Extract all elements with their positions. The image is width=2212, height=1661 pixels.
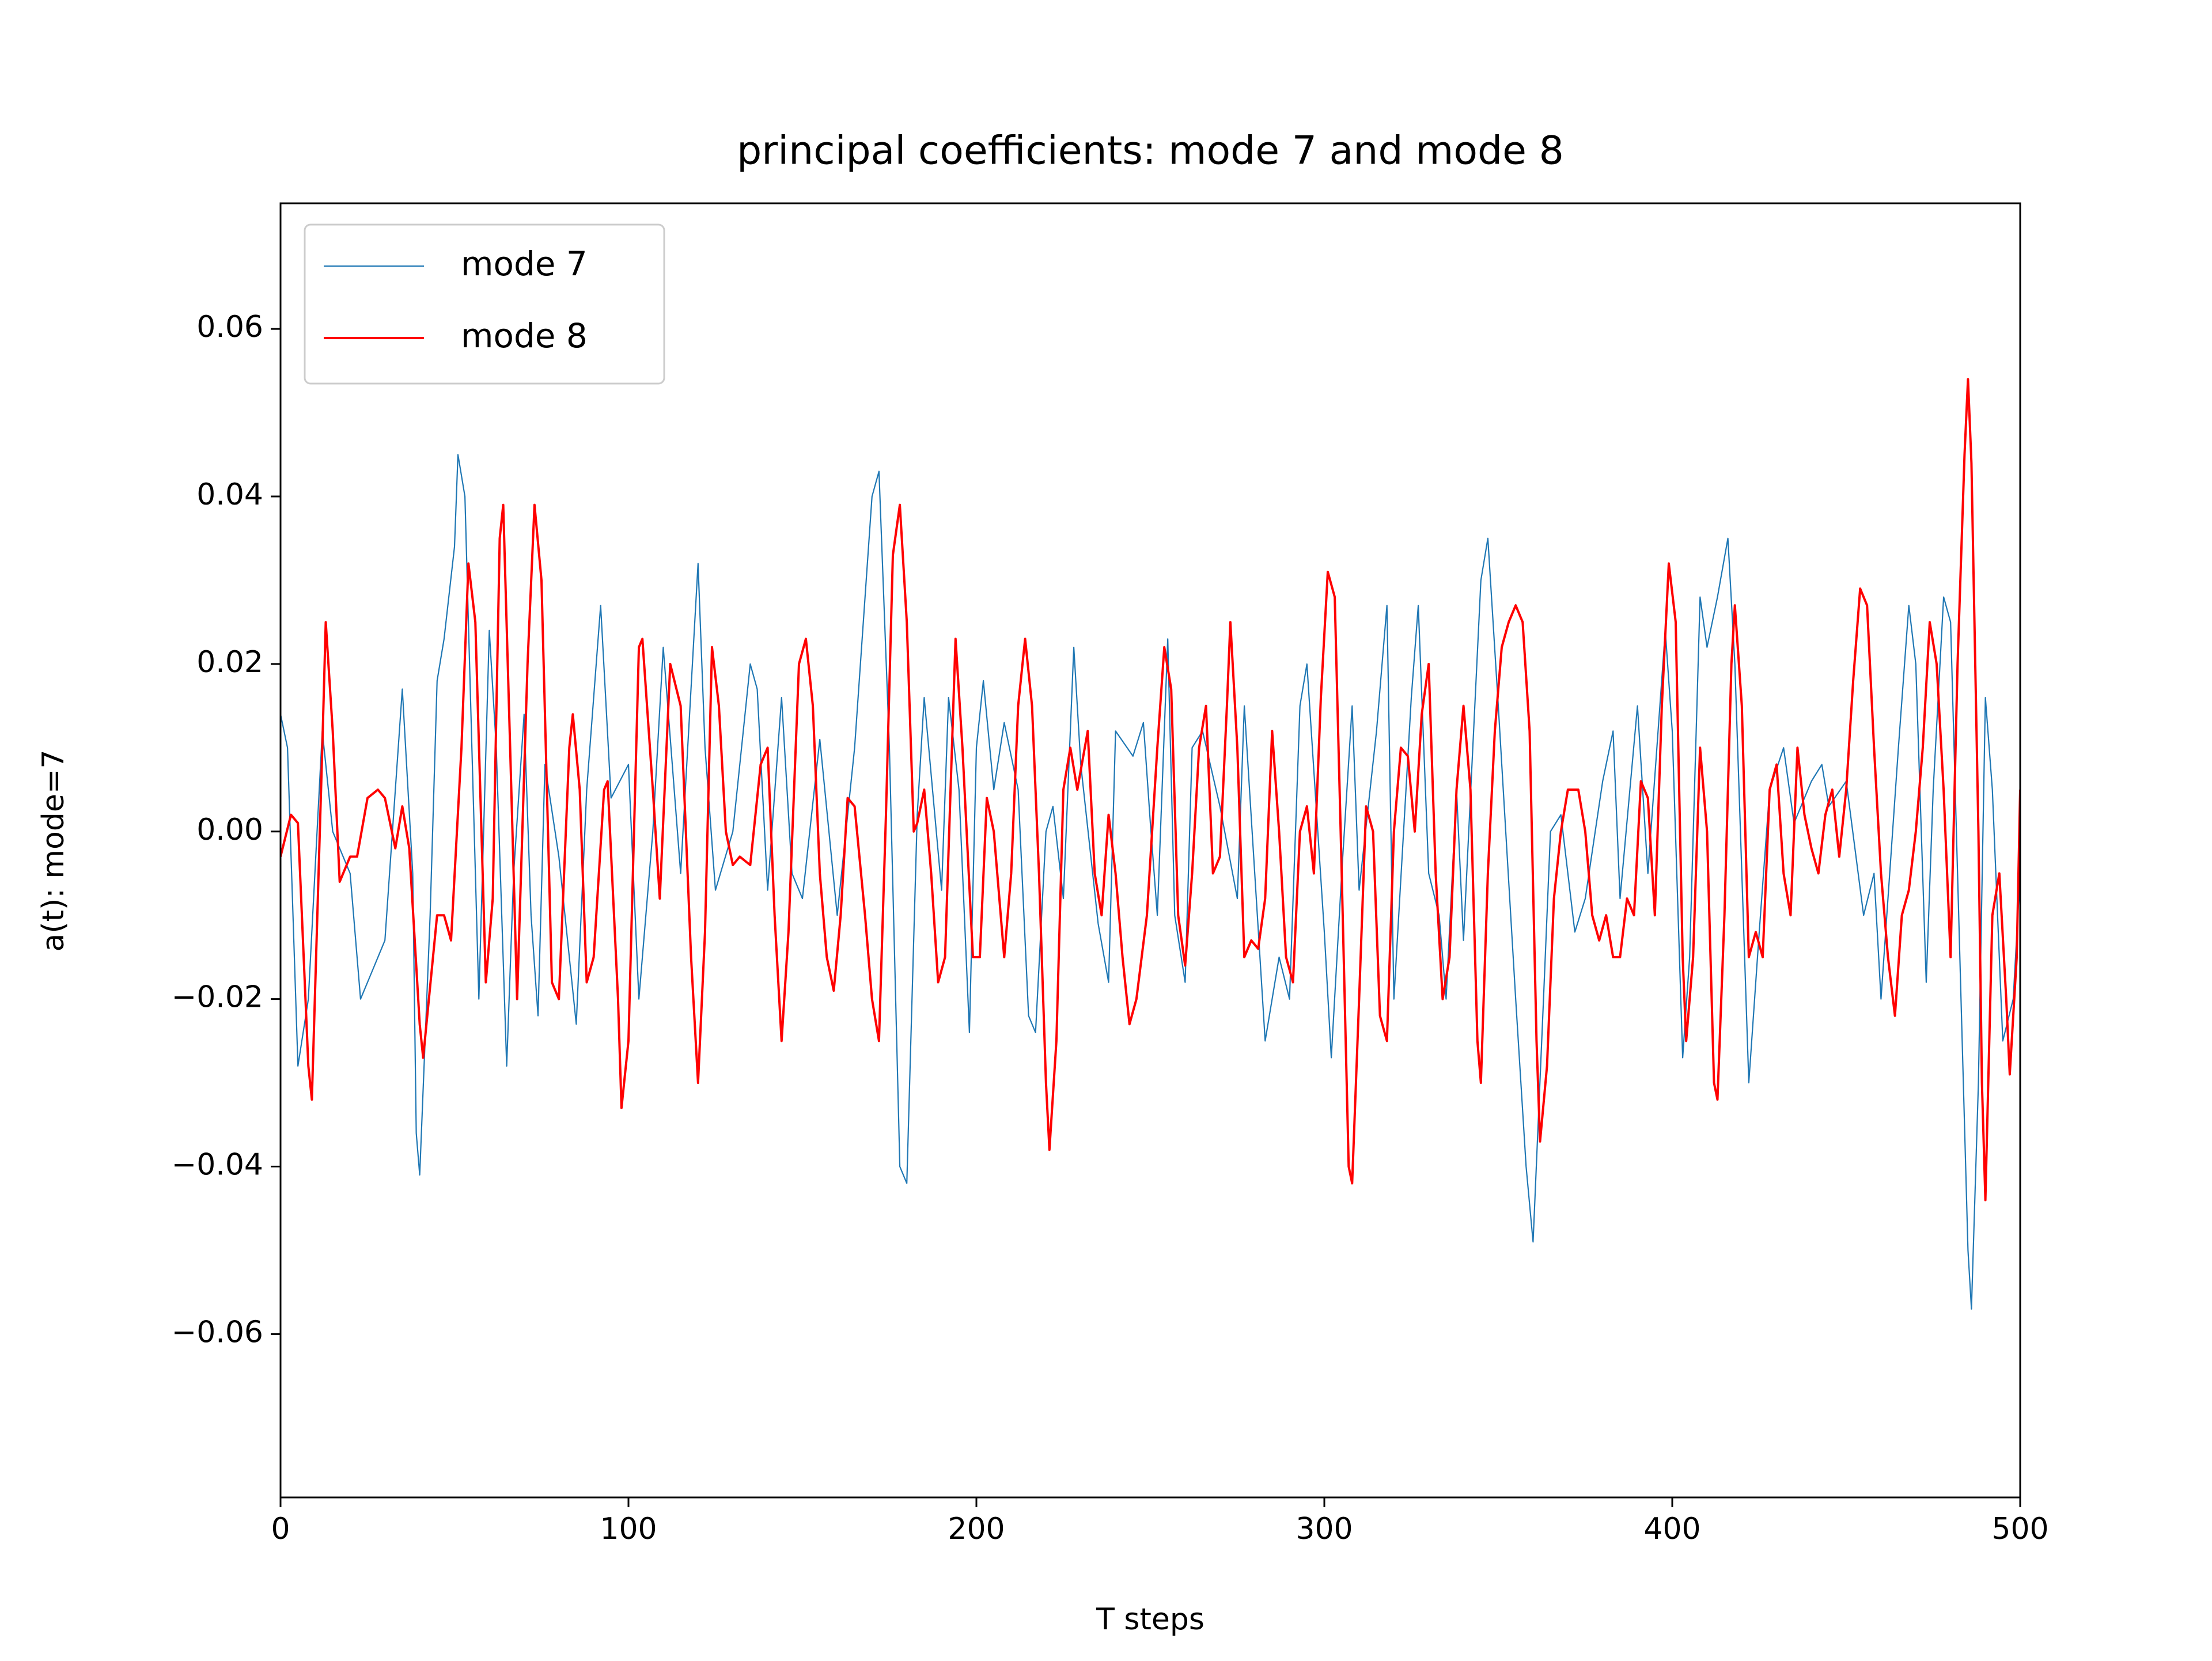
plot-area bbox=[281, 378, 2020, 1310]
axes-frame bbox=[279, 202, 2021, 1499]
legend: mode 7 mode 8 bbox=[304, 223, 665, 385]
series-line bbox=[281, 454, 2020, 1310]
legend-label: mode 7 bbox=[461, 244, 588, 283]
legend-box bbox=[304, 223, 665, 385]
y-tick-label: −0.02 bbox=[172, 980, 263, 1015]
series-line bbox=[281, 378, 2020, 1201]
y-axis-label: a(t): mode=7 bbox=[36, 750, 71, 952]
y-tick-label: −0.06 bbox=[172, 1315, 263, 1349]
y-tick-label: 0.00 bbox=[196, 813, 263, 847]
y-tick-label: 0.04 bbox=[196, 477, 263, 512]
x-tick-label: 0 bbox=[271, 1512, 290, 1546]
x-tick-label: 500 bbox=[1991, 1512, 2048, 1546]
y-tick-label: 0.06 bbox=[196, 310, 263, 344]
y-tick-label: −0.04 bbox=[172, 1148, 263, 1182]
x-tick-label: 200 bbox=[948, 1512, 1005, 1546]
x-tick-label: 100 bbox=[600, 1512, 657, 1546]
x-tick-label: 300 bbox=[1296, 1512, 1353, 1546]
x-tick-label: 400 bbox=[1643, 1512, 1700, 1546]
legend-label: mode 8 bbox=[461, 316, 588, 355]
chart-title: principal coefficients: mode 7 and mode … bbox=[737, 128, 1564, 174]
y-tick-label: 0.02 bbox=[196, 645, 263, 680]
x-axis-label: T steps bbox=[1096, 1602, 1205, 1637]
